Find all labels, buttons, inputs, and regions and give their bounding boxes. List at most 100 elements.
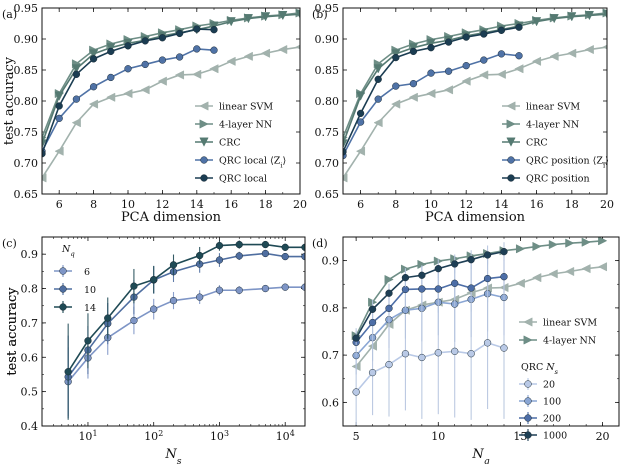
xtick-label: 8 (90, 198, 97, 211)
legend-label: 6 (84, 267, 90, 278)
data-point (461, 76, 471, 86)
series-local (343, 50, 523, 160)
data-point (483, 339, 492, 347)
xtick-label: 16 (224, 198, 238, 211)
legend-marker (524, 397, 532, 405)
data-point (226, 56, 236, 66)
data-point (409, 47, 418, 56)
data-point (514, 64, 524, 74)
plot-area (343, 8, 607, 183)
data-point (567, 48, 577, 58)
data-point (295, 44, 300, 50)
data-point (444, 38, 453, 46)
legend-label: 4-layer NN (219, 120, 272, 131)
data-point (210, 46, 218, 54)
ytick-label: 0.6 (21, 351, 39, 364)
data-point (497, 50, 506, 58)
ytick-label: 0.70 (14, 157, 39, 170)
panel-0: (a) 0.65 0.70 0.75 0.80 0.85 0.90 0.95 6 8 10 12 14 1… (2, 2, 307, 225)
data-point (426, 88, 436, 99)
data-point (157, 76, 167, 86)
data-point (106, 43, 116, 53)
data-point (567, 12, 577, 22)
series-line (343, 53, 520, 156)
legend: linear SVM 4-layer NN QRC Ns 20 100 200 1000 (519, 317, 597, 442)
axes-frame (41, 7, 301, 195)
panel-1: (b) 0.65 0.70 0.75 0.80 0.85 0.90 0.95 6 8 10 12 14 1… (312, 2, 614, 225)
data-point (515, 278, 525, 288)
data-point (515, 244, 526, 254)
xtick-label: 6 (357, 198, 364, 211)
data-point (418, 271, 426, 279)
ytick-label: 0.9 (322, 255, 340, 268)
data-point (384, 274, 394, 285)
legend-marker (524, 431, 532, 439)
data-point (141, 37, 149, 45)
data-point (295, 9, 300, 19)
xtick-label: 16 (530, 198, 544, 211)
data-point (434, 285, 442, 293)
axes-frame (342, 7, 608, 195)
data-point (602, 44, 607, 50)
xtick-label: 18 (259, 198, 273, 211)
data-point (549, 51, 559, 61)
data-point (278, 44, 288, 55)
data-point (385, 360, 393, 369)
data-point (215, 286, 224, 294)
data-point (467, 350, 475, 358)
series-ns100 (352, 255, 508, 375)
x-axis-label: PCA dimension (425, 210, 526, 225)
data-point (483, 251, 492, 259)
data-point (260, 48, 271, 58)
data-point (169, 296, 178, 305)
xtick-label: 103 (210, 429, 229, 444)
data-point (196, 293, 204, 301)
data-point (418, 353, 426, 362)
xtick-label: 101 (78, 429, 97, 444)
ytick-label: 0.85 (14, 64, 39, 77)
data-point (106, 92, 116, 102)
data-point (532, 241, 542, 252)
ytick-label: 0.90 (14, 33, 39, 46)
series-line (355, 250, 505, 339)
data-point (124, 42, 132, 50)
legend-label: QRC local (219, 174, 267, 185)
legend-label: QRC position (526, 174, 590, 185)
data-point (352, 334, 360, 342)
xtick-label: 10 (424, 198, 438, 211)
data-point (343, 173, 348, 183)
data-point (391, 49, 401, 59)
data-point (42, 150, 46, 158)
ytick-label: 0.9 (21, 248, 39, 261)
xtick-label: 15 (513, 430, 527, 443)
data-point (443, 85, 454, 95)
data-point (531, 17, 542, 27)
series-qrc (343, 23, 523, 156)
data-point (427, 44, 435, 52)
data-point (409, 79, 418, 88)
data-point (548, 239, 559, 250)
data-point (196, 251, 204, 260)
series-svm (42, 44, 300, 183)
ytick-label: 0.65 (14, 188, 39, 201)
legend-marker (506, 137, 516, 147)
legend-marker (199, 119, 209, 129)
ytick-label: 0.7 (21, 317, 39, 330)
series-line (42, 46, 300, 179)
legend: linear SVM 4-layer NN CRC QRC local ⟨Zi⟩ QRC… (195, 101, 286, 185)
legend-marker (199, 137, 209, 147)
data-point (281, 283, 289, 291)
ytick-label: 0.85 (315, 64, 340, 77)
data-point (392, 82, 400, 90)
ytick-label: 0.8 (21, 283, 39, 296)
data-point (385, 304, 393, 312)
data-point (343, 139, 348, 149)
data-point (401, 350, 410, 358)
legend-marker (200, 174, 208, 182)
series-nq6 (64, 283, 305, 417)
series-qrc (42, 25, 218, 158)
y-axis-label: test accuracy (5, 287, 20, 376)
data-point (408, 43, 419, 53)
legend-label: 100 (543, 397, 561, 408)
data-point (301, 243, 305, 251)
